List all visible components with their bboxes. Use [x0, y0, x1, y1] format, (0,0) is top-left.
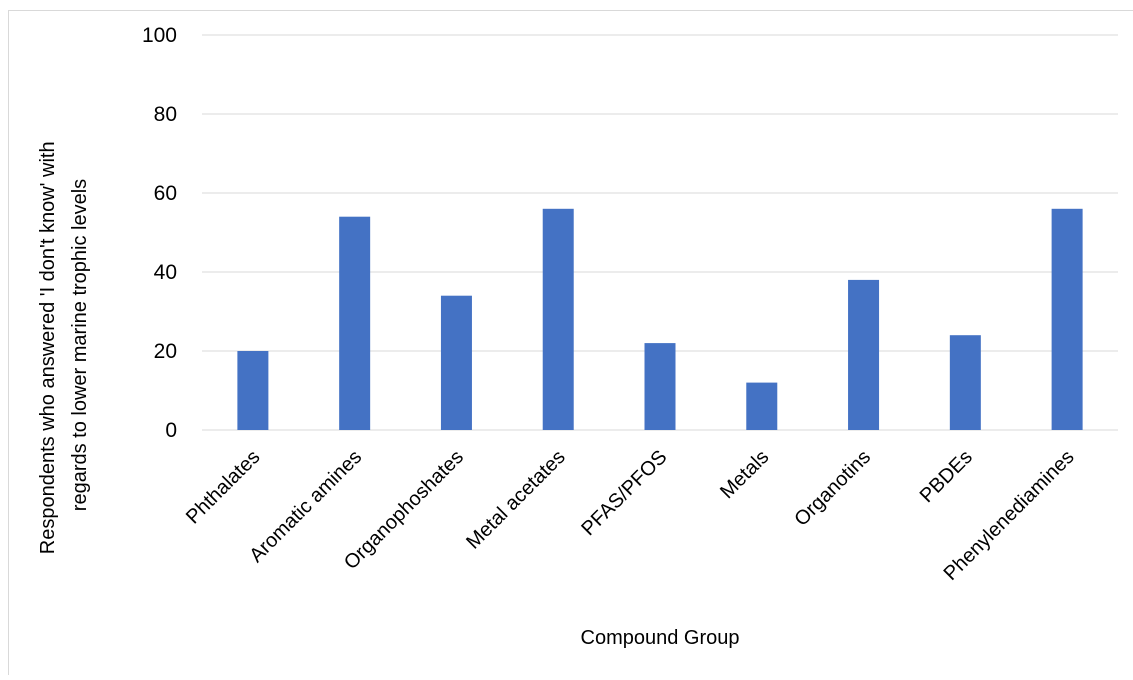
x-category-label: Aromatic amines — [245, 446, 366, 567]
y-axis-title: Respondents who answered 'I don't know' … — [37, 136, 91, 554]
y-axis-ticks: 0 20 40 60 80 100 — [142, 24, 177, 442]
x-category-label: Metal acetates — [462, 446, 570, 554]
y-axis-title-line-2: regards to lower marine trophic levels — [69, 179, 91, 511]
x-category-label: Phthalates — [182, 446, 264, 528]
x-category-label: Metals — [716, 446, 773, 503]
x-category-label: PFAS/PFOS — [577, 446, 671, 540]
bar — [440, 295, 472, 430]
bar — [1051, 208, 1083, 430]
x-axis-title: Compound Group — [581, 627, 740, 649]
bar — [644, 343, 676, 430]
bar — [542, 208, 574, 430]
y-tick-label: 0 — [165, 419, 177, 442]
bar — [949, 335, 981, 430]
bar — [746, 382, 778, 430]
bar — [339, 216, 371, 430]
y-tick-label: 40 — [154, 261, 177, 284]
bar — [848, 279, 880, 430]
bar — [237, 351, 269, 430]
y-tick-label: 100 — [142, 24, 177, 47]
y-axis-title-line-1: Respondents who answered 'I don't know' … — [37, 141, 59, 554]
y-tick-label: 20 — [154, 340, 177, 363]
y-tick-label: 80 — [154, 103, 177, 126]
y-tick-label: 60 — [154, 182, 177, 205]
x-category-label: Organotins — [790, 446, 875, 531]
x-category-label: PBDEs — [916, 446, 977, 507]
bars — [237, 208, 1083, 430]
